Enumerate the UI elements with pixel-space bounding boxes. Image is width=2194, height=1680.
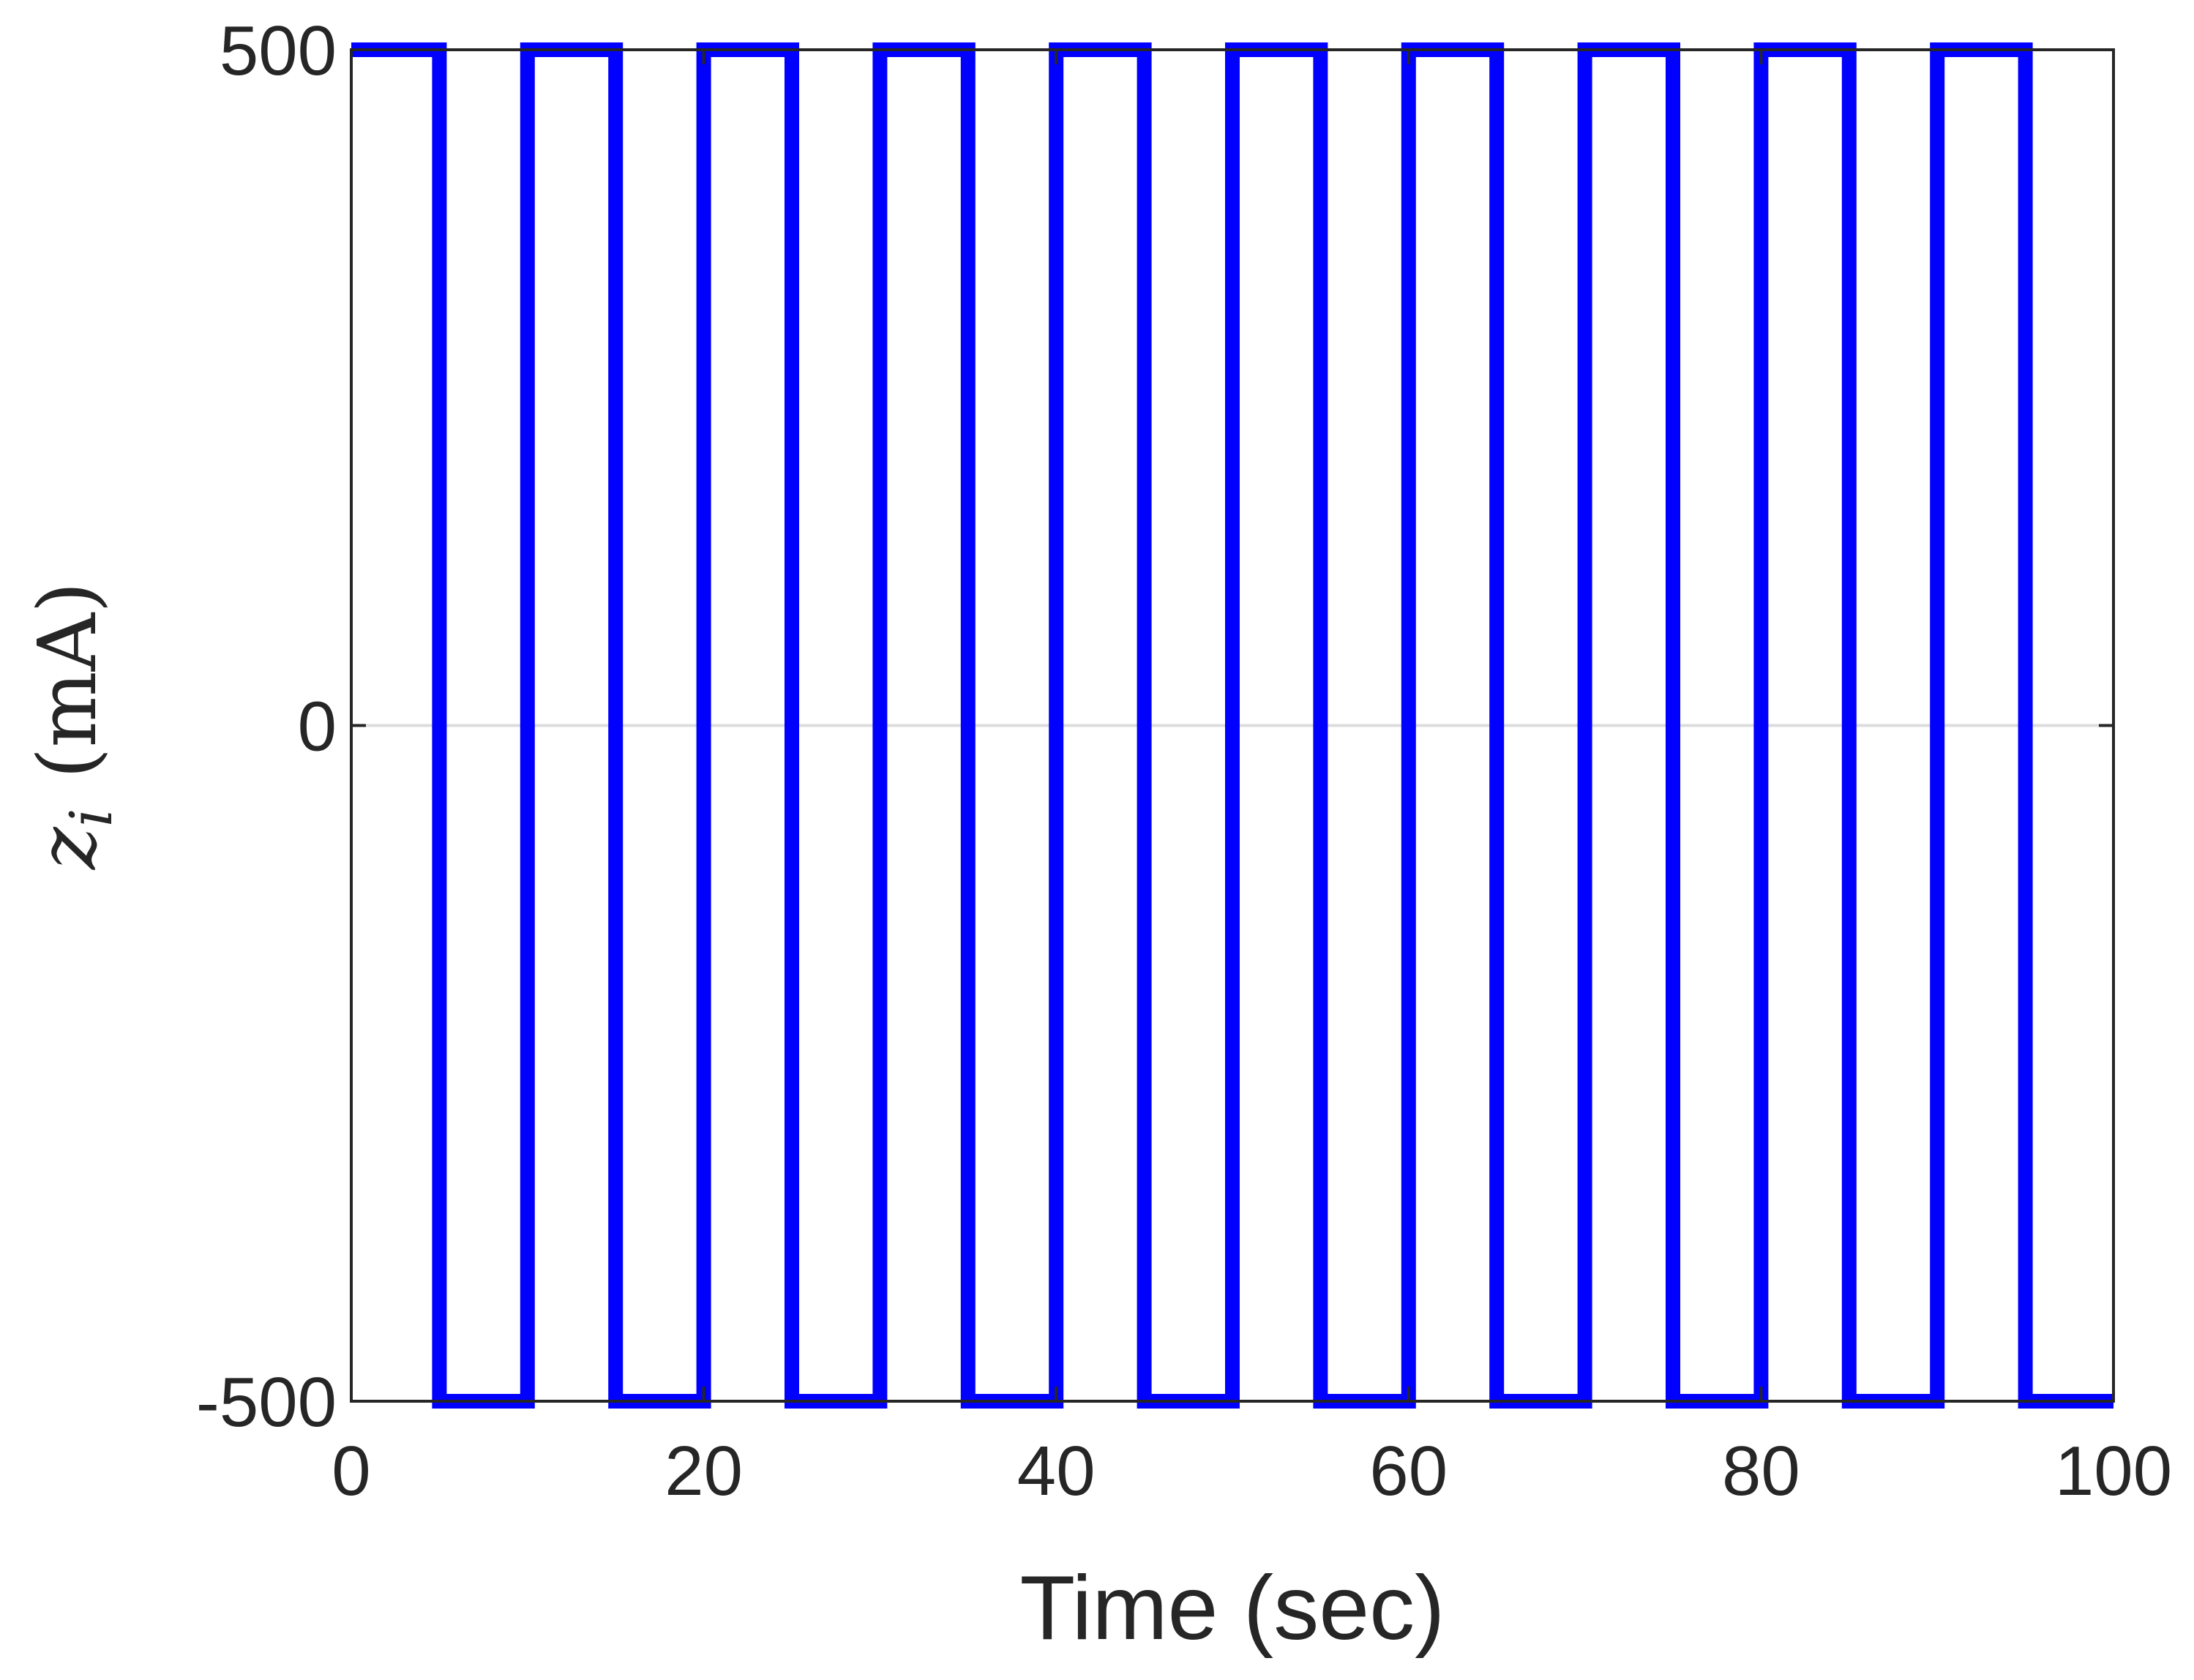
- x-tick-label: 80: [1722, 1432, 1800, 1510]
- y-tick-label: 500: [220, 12, 337, 90]
- x-tick-label: 100: [2055, 1432, 2172, 1510]
- y-axis-unit: (mA): [20, 582, 114, 779]
- x-axis-title: Time (sec): [1020, 1558, 1445, 1659]
- series-layer: [351, 42, 2113, 1409]
- y-tick-label: 0: [298, 688, 337, 766]
- y-tick-label: -500: [196, 1363, 337, 1441]
- x-tick-label: 40: [1017, 1432, 1096, 1510]
- series-line-0: [351, 42, 2113, 1409]
- x-tick-label: 0: [332, 1432, 370, 1510]
- x-tick-label: 20: [664, 1432, 743, 1510]
- y-axis-title: zi (mA): [20, 582, 125, 871]
- y-axis-symbol: z: [20, 826, 114, 871]
- y-axis-subscript: i: [57, 809, 125, 828]
- x-tick-label: 60: [1369, 1432, 1448, 1510]
